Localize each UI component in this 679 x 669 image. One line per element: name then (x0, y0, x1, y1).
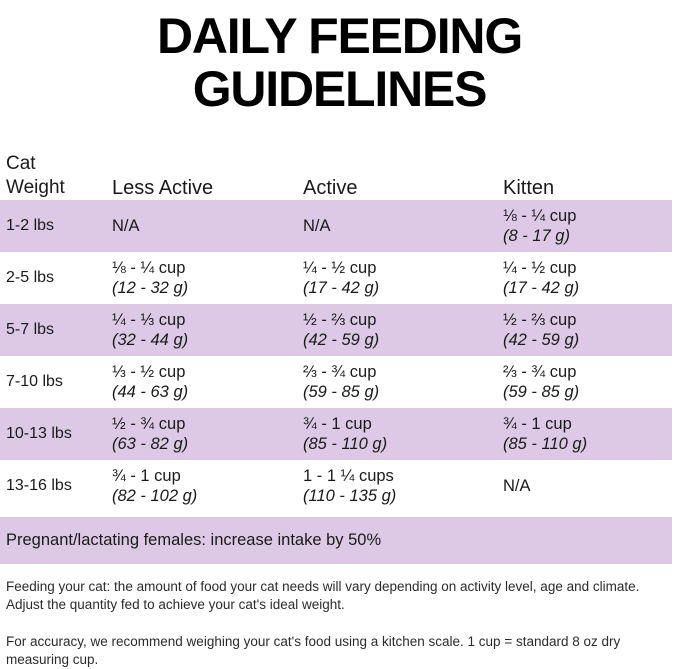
cell-less-active: ¼ - ⅓ cup (32 - 44 g) (112, 304, 302, 356)
cell-active-grams: (42 - 59 g) (303, 331, 380, 349)
cell-weight-value: 1-2 lbs (6, 217, 55, 234)
column-header-kitten-label: Kitten (503, 177, 555, 199)
cell-active: ⅔ - ¾ cup (59 - 85 g) (303, 356, 501, 408)
cell-active-grams: (85 - 110 g) (303, 435, 388, 453)
cell-less-active-cup: N/A (112, 217, 140, 235)
footnote-feeding-advice: Feeding your cat: the amount of food you… (6, 579, 640, 612)
cell-active: 1 - 1 ¼ cups (110 - 135 g) (303, 460, 501, 512)
footnote-measuring-advice: For accuracy, we recommend weighing your… (6, 634, 621, 667)
table-row: 5-7 lbs ¼ - ⅓ cup (32 - 44 g) ½ - ⅔ cup … (0, 304, 679, 356)
cell-kitten-cup: ¼ - ½ cup (503, 259, 577, 277)
cell-kitten-cup: ⅔ - ¾ cup (503, 363, 577, 381)
cell-less-active-cup: ⅛ - ¼ cup (112, 259, 186, 277)
cell-less-active-cup: ¼ - ⅓ cup (112, 311, 186, 329)
page-title: DAILY FEEDING GUIDELINES (0, 0, 679, 116)
cell-kitten-grams: (42 - 59 g) (503, 331, 580, 349)
cell-less-active-cup: ⅓ - ½ cup (112, 363, 186, 381)
cell-kitten: ⅔ - ¾ cup (59 - 85 g) (503, 356, 673, 408)
cell-weight-value: 10-13 lbs (6, 425, 72, 442)
cell-weight: 5-7 lbs (6, 304, 110, 356)
column-header-cat-weight: Cat Weight (6, 138, 110, 204)
cell-kitten: ⅛ - ¼ cup (8 - 17 g) (503, 200, 673, 252)
title-line-1: DAILY FEEDING (156, 8, 523, 64)
cell-weight: 2-5 lbs (6, 252, 110, 304)
cell-active-cup: ½ - ⅔ cup (303, 311, 377, 329)
table-row: 7-10 lbs ⅓ - ½ cup (44 - 63 g) ⅔ - ¾ cup… (0, 356, 679, 408)
column-header-active: Active (303, 138, 501, 204)
table-row: 13-16 lbs ¾ - 1 cup (82 - 102 g) 1 - 1 ¼… (0, 460, 679, 512)
cell-active: ½ - ⅔ cup (42 - 59 g) (303, 304, 501, 356)
cell-kitten-cup: ¾ - 1 cup (503, 415, 572, 433)
column-header-less-active: Less Active (112, 138, 302, 204)
cell-kitten-cup: ⅛ - ¼ cup (503, 207, 577, 225)
pregnant-lactating-banner: Pregnant/lactating females: increase int… (0, 517, 672, 564)
cell-active-cup: ⅔ - ¾ cup (303, 363, 377, 381)
column-header-kitten: Kitten (503, 138, 673, 204)
cell-active-cup: 1 - 1 ¼ cups (303, 467, 394, 485)
cell-less-active-cup: ½ - ¾ cup (112, 415, 186, 433)
cell-weight-value: 13-16 lbs (6, 477, 72, 494)
cell-active-cup: ¾ - 1 cup (303, 415, 372, 433)
cell-weight: 13-16 lbs (6, 460, 110, 512)
cell-less-active-grams: (82 - 102 g) (112, 487, 198, 505)
cell-active-grams: (17 - 42 g) (303, 279, 380, 297)
cell-kitten-grams: (59 - 85 g) (503, 383, 580, 401)
cell-less-active-grams: (63 - 82 g) (112, 435, 189, 453)
table-header-row: Cat Weight Less Active Active Kitten (0, 138, 679, 200)
cell-less-active-cup: ¾ - 1 cup (112, 467, 181, 485)
cell-weight: 1-2 lbs (6, 200, 110, 252)
cell-active-cup: ¼ - ½ cup (303, 259, 377, 277)
column-header-active-label: Active (303, 177, 358, 199)
cell-weight: 10-13 lbs (6, 408, 110, 460)
cell-kitten: ¾ - 1 cup (85 - 110 g) (503, 408, 673, 460)
cell-less-active: ¾ - 1 cup (82 - 102 g) (112, 460, 302, 512)
cell-weight-value: 5-7 lbs (6, 321, 55, 338)
cell-kitten: ¼ - ½ cup (17 - 42 g) (503, 252, 673, 304)
cell-less-active: N/A (112, 200, 302, 252)
cell-kitten: ½ - ⅔ cup (42 - 59 g) (503, 304, 673, 356)
column-header-cat-weight-line1: Cat (6, 153, 36, 174)
cell-kitten-cup: N/A (503, 477, 531, 495)
cell-active-cup: N/A (303, 217, 331, 235)
cell-less-active-grams: (44 - 63 g) (112, 383, 189, 401)
cell-active: ¾ - 1 cup (85 - 110 g) (303, 408, 501, 460)
cell-kitten-grams: (17 - 42 g) (503, 279, 580, 297)
cell-weight: 7-10 lbs (6, 356, 110, 408)
cell-weight-value: 2-5 lbs (6, 269, 55, 286)
cell-less-active-grams: (12 - 32 g) (112, 279, 189, 297)
cell-kitten-cup: ½ - ⅔ cup (503, 311, 577, 329)
cell-less-active: ⅓ - ½ cup (44 - 63 g) (112, 356, 302, 408)
table-row: 1-2 lbs N/A N/A ⅛ - ¼ cup (8 - 17 g) (0, 200, 679, 252)
cell-kitten: N/A (503, 460, 673, 512)
footnotes: Feeding your cat: the amount of food you… (0, 564, 679, 669)
cell-active-grams: (110 - 135 g) (303, 487, 397, 505)
cell-less-active-grams: (32 - 44 g) (112, 331, 189, 349)
table-row: 10-13 lbs ½ - ¾ cup (63 - 82 g) ¾ - 1 cu… (0, 408, 679, 460)
cell-active: N/A (303, 200, 501, 252)
column-header-cat-weight-line2: Weight (6, 177, 65, 198)
feeding-guidelines-table: Cat Weight Less Active Active Kitten 1-2… (0, 138, 679, 512)
cell-less-active: ⅛ - ¼ cup (12 - 32 g) (112, 252, 302, 304)
pregnant-lactating-text: Pregnant/lactating females: increase int… (6, 531, 382, 549)
column-header-less-active-label: Less Active (112, 177, 214, 199)
cell-active-grams: (59 - 85 g) (303, 383, 380, 401)
title-line-2: GUIDELINES (192, 61, 488, 117)
table-row: 2-5 lbs ⅛ - ¼ cup (12 - 32 g) ¼ - ½ cup … (0, 252, 679, 304)
cell-kitten-grams: (8 - 17 g) (503, 227, 570, 245)
cell-less-active: ½ - ¾ cup (63 - 82 g) (112, 408, 302, 460)
cell-active: ¼ - ½ cup (17 - 42 g) (303, 252, 501, 304)
cell-kitten-grams: (85 - 110 g) (503, 435, 588, 453)
cell-weight-value: 7-10 lbs (6, 373, 63, 390)
